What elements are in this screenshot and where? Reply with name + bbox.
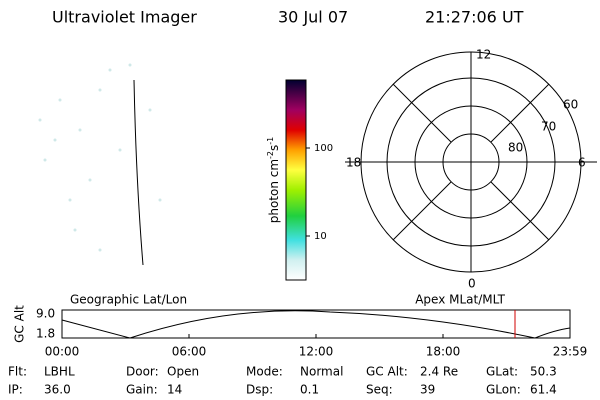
orbit-panel: Geographic Lat/Lon Apex MLat/MLT GC Alt … [13, 293, 588, 359]
orbit-y-tick: 9.0 [36, 307, 55, 321]
x-tick-label: 12:00 [299, 345, 334, 359]
info-value: Open [167, 365, 199, 379]
lat-label: 60 [563, 98, 578, 112]
info-label: Seq: [366, 383, 393, 397]
title: Ultraviolet Imager [52, 8, 197, 27]
x-tick-label: 00:00 [45, 345, 80, 359]
info-label: GLon: [486, 383, 521, 397]
polar-plot: 12 18 6 0 60 70 80 [345, 48, 597, 291]
colorbar-tick: 100 [314, 143, 333, 154]
time: 21:27:06 UT [425, 8, 524, 27]
orbit-y-tick: 1.8 [36, 327, 55, 341]
info-value: 2.4 Re [420, 365, 458, 379]
x-tick-label: 23:59 [553, 345, 588, 359]
info-value: Normal [300, 365, 343, 379]
info-label: GC Alt: [366, 365, 408, 379]
info-label: IP: [8, 383, 23, 397]
mlt-label: 12 [476, 48, 491, 62]
colorbar-tick: 10 [314, 231, 327, 242]
colorbar: 100 10 photon cm-2s-1 [266, 79, 333, 281]
info-value: 50.3 [530, 365, 557, 379]
info-value: 39 [420, 383, 435, 397]
info-label: Mode: [246, 365, 283, 379]
info-value: 36.0 [44, 383, 71, 397]
colorbar-label: photon cm-2s-1 [266, 137, 281, 224]
orbit-y-label: GC Alt [13, 305, 27, 343]
info-panel: Flt: LBHL Door: Open Mode: Normal GC Alt: 2.4 R… [8, 365, 557, 397]
lat-label: 70 [541, 120, 556, 134]
lat-label: 80 [508, 141, 523, 155]
date: 30 Jul 07 [278, 8, 348, 27]
mlt-label: 0 [468, 277, 476, 291]
x-tick-label: 18:00 [426, 345, 461, 359]
orbit-left-label: Geographic Lat/Lon [70, 293, 187, 307]
image-panel [38, 63, 162, 266]
info-value: 61.4 [530, 383, 557, 397]
info-label: Flt: [8, 365, 27, 379]
info-label: Dsp: [246, 383, 273, 397]
info-value: 14 [167, 383, 182, 397]
info-label: GLat: [486, 365, 518, 379]
mlt-label: 18 [346, 156, 361, 170]
info-label: Gain: [126, 383, 158, 397]
x-tick-label: 06:00 [172, 345, 207, 359]
info-label: Door: [126, 365, 159, 379]
mlt-label: 6 [578, 156, 586, 170]
info-value: 0.1 [300, 383, 319, 397]
orbit-right-label: Apex MLat/MLT [415, 293, 505, 307]
info-value: LBHL [44, 365, 75, 379]
